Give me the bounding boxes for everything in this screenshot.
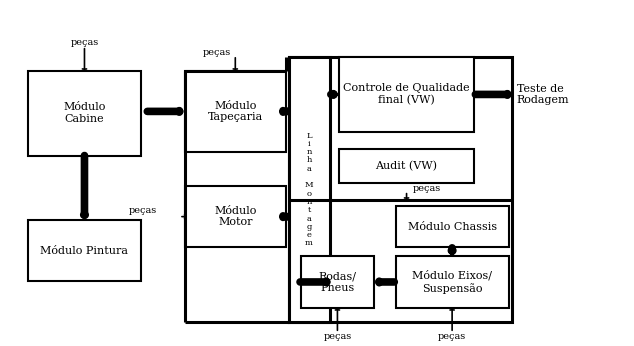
Text: Módulo
Cabine: Módulo Cabine — [63, 102, 106, 124]
Bar — [185, 186, 285, 247]
Bar — [185, 71, 285, 152]
Text: Teste de
Rodagem: Teste de Rodagem — [517, 84, 569, 105]
Text: Audit (VW): Audit (VW) — [375, 161, 437, 171]
Text: Módulo Chassis: Módulo Chassis — [408, 222, 496, 232]
Text: Módulo Pintura: Módulo Pintura — [41, 246, 129, 256]
Bar — [396, 256, 508, 308]
Text: Módulo
Motor: Módulo Motor — [214, 206, 257, 227]
Bar — [288, 57, 330, 322]
Bar — [339, 149, 474, 183]
Text: Módulo
Tapeçaria: Módulo Tapeçaria — [208, 101, 263, 122]
Text: Módulo Eixos/
Suspensão: Módulo Eixos/ Suspensão — [412, 271, 492, 293]
Text: Rodas/
Pneus: Rodas/ Pneus — [318, 271, 356, 293]
Bar — [288, 57, 512, 322]
Bar — [339, 57, 474, 132]
Text: Controle de Qualidade
final (VW): Controle de Qualidade final (VW) — [343, 83, 470, 106]
Text: peças: peças — [413, 184, 441, 193]
Bar — [301, 256, 373, 308]
Text: peças: peças — [438, 332, 466, 341]
Text: peças: peças — [202, 48, 231, 57]
Text: peças: peças — [70, 38, 99, 47]
Bar — [396, 207, 508, 247]
Text: peças: peças — [323, 332, 351, 341]
Text: L
i
n
h
a
 
M
o
n
t
a
g
e
m: L i n h a M o n t a g e m — [305, 131, 313, 247]
Bar — [28, 220, 141, 281]
Text: peças: peças — [129, 206, 157, 215]
Bar — [28, 71, 141, 155]
